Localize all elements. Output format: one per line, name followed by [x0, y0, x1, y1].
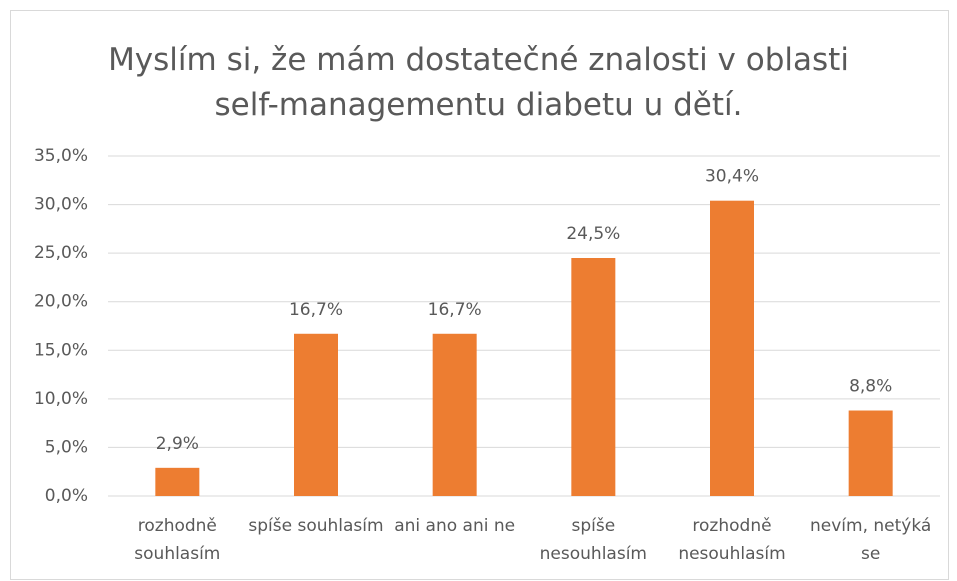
data-label: 2,9%	[156, 434, 199, 454]
data-label: 30,4%	[705, 167, 759, 187]
bar	[710, 200, 754, 496]
x-tick-label: ani ano ani ne	[394, 516, 516, 536]
chart-frame	[10, 10, 949, 580]
chart-title: Myslím si, že mám dostatečné znalosti v …	[108, 42, 849, 123]
y-tick-label: 0,0%	[45, 486, 88, 506]
y-tick-label: 25,0%	[34, 243, 88, 263]
x-tick-label: spíše nesouhlasím	[539, 516, 647, 564]
x-tick-label: spíše souhlasím	[248, 516, 384, 536]
bar	[571, 258, 616, 496]
x-tick-label: rozhodně souhlasím	[134, 516, 221, 564]
data-label: 24,5%	[566, 224, 620, 244]
y-tick-label: 30,0%	[34, 195, 88, 215]
y-tick-label: 15,0%	[34, 340, 88, 360]
y-tick-label: 35,0%	[34, 146, 88, 166]
x-tick-label: nevím, netýká se	[810, 516, 932, 564]
bar	[294, 333, 338, 496]
y-tick-label: 10,0%	[34, 389, 88, 409]
data-label: 16,7%	[289, 300, 343, 320]
bar	[432, 333, 477, 496]
data-label: 8,8%	[849, 377, 892, 397]
y-tick-label: 20,0%	[34, 292, 88, 312]
x-tick-label: rozhodně nesouhlasím	[678, 516, 786, 564]
y-tick-label: 5,0%	[45, 437, 88, 457]
bar	[848, 410, 893, 496]
bar	[155, 467, 200, 496]
data-label: 16,7%	[428, 300, 482, 320]
